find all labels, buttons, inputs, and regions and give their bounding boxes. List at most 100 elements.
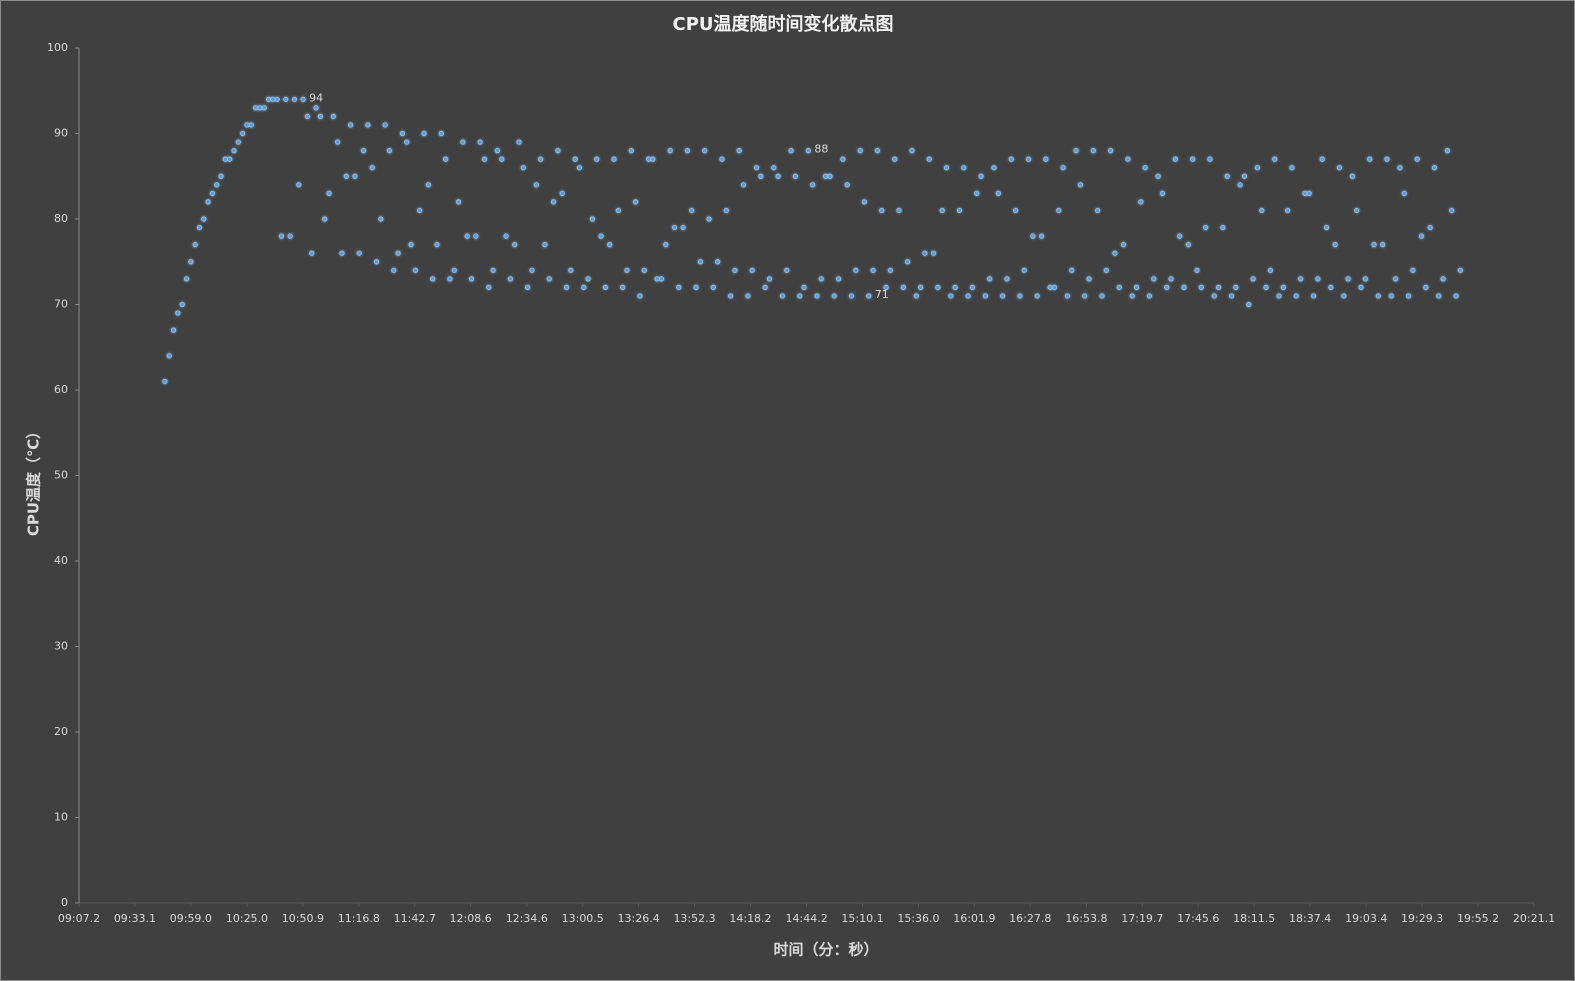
point [1142,165,1148,171]
point [438,130,444,137]
point [1194,267,1200,273]
point [1077,182,1083,188]
point [965,293,971,299]
point [555,148,561,154]
point [270,96,276,102]
point [987,276,993,282]
point [404,139,410,145]
point [1371,242,1377,248]
point [581,284,587,290]
point [477,139,483,145]
point [1172,156,1178,162]
point [667,148,673,154]
point [533,182,539,188]
point [723,207,729,214]
point [887,267,893,273]
point [594,156,600,162]
y-tick-label: 60 [54,383,68,396]
point [1203,224,1209,231]
point [943,165,950,171]
point [918,284,924,290]
point [1263,284,1269,290]
point [240,130,246,137]
point [1185,242,1191,248]
point [378,216,384,222]
x-tick-label: 16:01.9 [953,912,995,925]
point [753,165,760,171]
point [1319,156,1325,162]
point [313,105,319,111]
point [296,182,302,188]
point [244,122,250,128]
point [550,199,557,205]
point [728,293,734,299]
point [253,105,259,111]
point [1038,233,1045,239]
point [278,233,285,239]
point [745,293,751,299]
point [170,327,177,333]
point [348,122,354,128]
x-tick-label: 15:36.0 [897,912,939,925]
point [1436,293,1442,299]
point [1358,284,1364,290]
point [451,267,457,273]
point [507,276,513,282]
point [468,276,475,282]
point [611,156,617,162]
point [1190,156,1196,162]
point [352,173,358,179]
point [771,165,777,171]
point [520,165,526,171]
point [602,284,608,290]
point [930,250,937,256]
point [257,105,263,111]
point [585,276,591,282]
point [628,148,634,154]
point [395,250,401,256]
point [1211,293,1217,299]
point [1177,233,1183,239]
x-tick-label: 12:34.6 [506,912,548,925]
point [650,156,656,162]
x-tick-label: 09:07.2 [58,912,100,925]
point [844,182,850,188]
point [490,267,496,273]
point [1151,276,1157,282]
point [1414,156,1420,162]
point [1004,276,1010,282]
point [455,199,462,205]
point [788,148,794,154]
point [300,96,306,102]
point [183,276,190,282]
point [175,310,181,316]
point [1423,284,1429,290]
data-label: 94 [309,91,323,104]
point [762,284,768,290]
point [645,156,652,162]
point [740,182,747,188]
point [1306,190,1312,196]
point [481,156,488,162]
point [624,267,630,273]
y-tick-label: 10 [54,811,68,824]
point [866,293,872,299]
point [408,242,414,248]
point [304,113,311,120]
x-tick-label: 13:26.4 [618,912,660,925]
point [779,293,786,299]
x-tick-label: 13:00.5 [562,912,604,925]
point [952,284,958,290]
point [1410,267,1416,273]
point [1108,148,1114,154]
point [1250,276,1256,282]
point [1401,190,1407,196]
point [607,242,613,248]
point [853,267,859,273]
data-label: 71 [875,288,889,301]
point [680,224,686,231]
point [1082,293,1088,299]
point [1064,293,1071,299]
point [926,156,932,162]
